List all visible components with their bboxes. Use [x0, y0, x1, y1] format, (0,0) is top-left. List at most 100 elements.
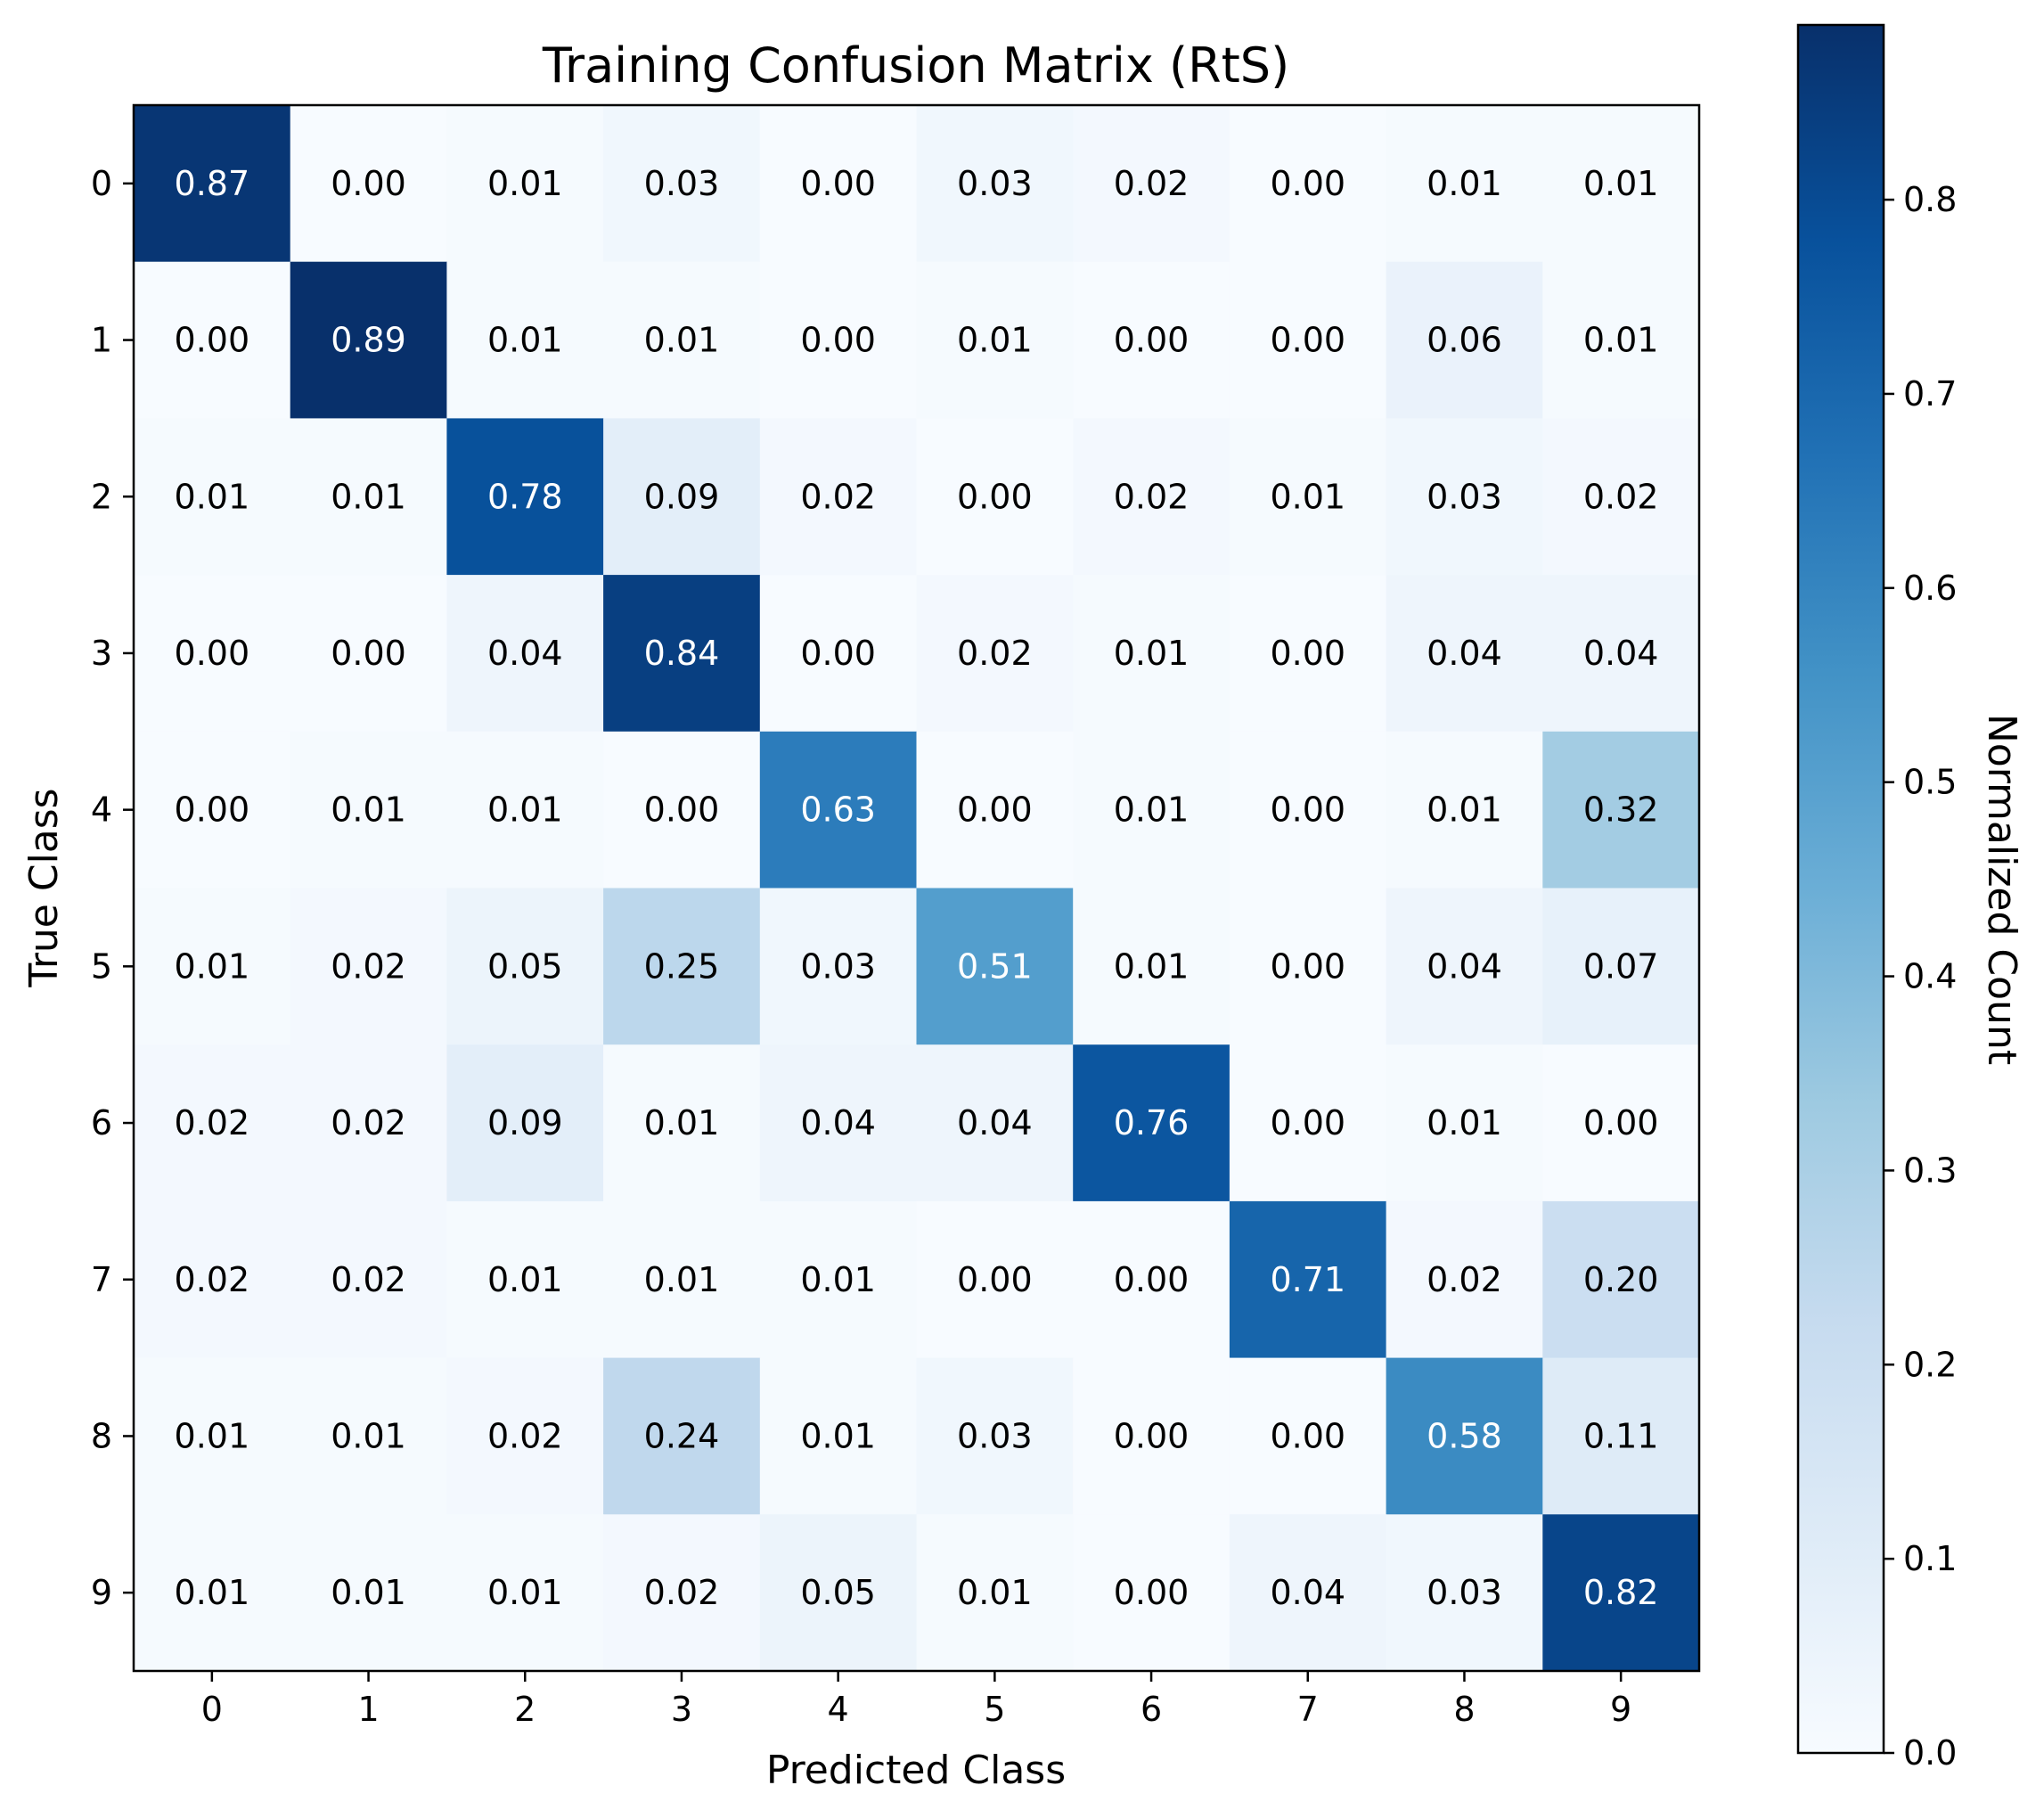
cell-value-label: 0.00 — [800, 634, 876, 673]
heatmap-cell — [1542, 1514, 1700, 1672]
cell-value-label: 0.01 — [1427, 1103, 1502, 1142]
heatmap-cell — [1386, 888, 1543, 1045]
cell-value-label: 0.01 — [1270, 477, 1345, 516]
cell-value-label: 0.00 — [957, 477, 1033, 516]
cell-value-label: 0.63 — [800, 790, 876, 830]
heatmap-cell — [916, 261, 1074, 419]
heatmap-cell — [446, 1357, 604, 1515]
cell-value-label: 0.00 — [1114, 1573, 1190, 1612]
cell-value-label: 0.05 — [487, 946, 563, 986]
y-axis-label: True Class — [21, 788, 67, 987]
cell-value-label: 0.01 — [487, 1260, 563, 1299]
cell-value-label: 0.03 — [800, 946, 876, 986]
heatmap-cell — [603, 1200, 761, 1359]
cell-value-label: 0.02 — [1583, 477, 1659, 516]
x-axis-label: Predicted Class — [766, 1748, 1066, 1793]
cell-value-label: 0.03 — [1427, 1573, 1502, 1612]
cell-value-label: 0.01 — [487, 790, 563, 830]
heatmap-cell — [290, 1044, 447, 1202]
x-tick-label: 2 — [514, 1690, 536, 1729]
y-tick-label: 0 — [91, 164, 112, 203]
cell-value-label: 0.00 — [957, 1260, 1033, 1299]
cell-value-label: 0.51 — [957, 946, 1033, 986]
cell-value-label: 0.01 — [331, 1416, 406, 1455]
heatmap-cell — [1073, 261, 1230, 419]
heatmap-cell — [446, 261, 604, 419]
cell-value-label: 0.00 — [1270, 164, 1345, 203]
heatmap-cell — [759, 1044, 917, 1202]
heatmap-cell — [290, 1200, 447, 1359]
colorbar-tick-label: 0.6 — [1903, 569, 1957, 608]
cell-value-label: 0.02 — [487, 1416, 563, 1455]
heatmap-cell — [603, 261, 761, 419]
cell-value-label: 0.00 — [957, 790, 1033, 830]
heatmap-cell — [916, 1200, 1074, 1359]
cell-value-label: 0.01 — [175, 946, 250, 986]
heatmap-cell — [134, 1514, 291, 1672]
cell-value-label: 0.04 — [487, 634, 563, 673]
cell-value-label: 0.00 — [1114, 321, 1190, 360]
cell-value-label: 0.00 — [175, 790, 250, 830]
colorbar-ticks: 0.0 0.1 0.2 0.3 0.4 0.5 0.6 0.7 0.8 — [1884, 180, 1957, 1773]
cell-value-label: 0.00 — [1270, 1416, 1345, 1455]
heatmap-cell — [134, 1200, 291, 1359]
heatmap-cell — [290, 1514, 447, 1672]
heatmap-cell — [1229, 731, 1387, 889]
y-axis-ticks: 0 1 2 3 4 5 6 7 8 9 — [91, 164, 134, 1612]
heatmap-cell — [446, 1514, 604, 1672]
heatmap-cell — [759, 731, 917, 889]
cell-value-label: 0.01 — [800, 1416, 876, 1455]
cell-value-label: 0.32 — [1583, 790, 1659, 830]
heatmap-cell — [603, 888, 761, 1045]
heatmap-cell — [759, 261, 917, 419]
y-tick-label: 8 — [91, 1416, 112, 1455]
colorbar-tick-label: 0.2 — [1903, 1345, 1957, 1384]
cell-value-label: 0.00 — [175, 634, 250, 673]
heatmap-cell — [134, 1357, 291, 1515]
heatmap-cell — [134, 1044, 291, 1202]
heatmap-cell — [1229, 888, 1387, 1045]
heatmap-cell — [1073, 1200, 1230, 1359]
heatmap-cell — [290, 261, 447, 419]
heatmap-cell — [759, 418, 917, 576]
cell-value-label: 0.01 — [487, 321, 563, 360]
heatmap-cell — [290, 1357, 447, 1515]
heatmap-cell — [916, 1514, 1074, 1672]
cell-value-label: 0.09 — [487, 1103, 563, 1142]
heatmap-cell — [446, 418, 604, 576]
heatmap-cell — [290, 418, 447, 576]
cell-value-label: 0.00 — [1114, 1416, 1190, 1455]
heatmap-cell — [1542, 575, 1700, 733]
cell-value-label: 0.82 — [1583, 1573, 1659, 1612]
cell-value-label: 0.01 — [644, 321, 720, 360]
heatmap-cell — [759, 888, 917, 1045]
heatmap-cell — [759, 105, 917, 263]
heatmap-cell — [446, 1044, 604, 1202]
y-tick-label: 6 — [91, 1103, 112, 1142]
cell-value-label: 0.00 — [644, 790, 720, 830]
cell-value-label: 0.02 — [331, 1260, 406, 1299]
plot-frame — [132, 103, 1701, 1673]
heatmap-cell — [1386, 105, 1543, 263]
heatmap-cell — [916, 105, 1074, 263]
x-tick-label: 7 — [1297, 1690, 1319, 1729]
cell-value-label: 0.06 — [1427, 321, 1502, 360]
cell-value-label: 0.01 — [175, 1416, 250, 1455]
heatmap-cell — [134, 731, 291, 889]
heatmap-cell — [1386, 1044, 1543, 1202]
x-tick-label: 9 — [1610, 1690, 1631, 1729]
y-tick-label: 4 — [91, 790, 112, 830]
colorbar-tick-label: 0.8 — [1903, 180, 1957, 219]
cell-value-label: 0.01 — [644, 1260, 720, 1299]
cell-value-label: 0.20 — [1583, 1260, 1659, 1299]
heatmap-cell — [916, 575, 1074, 733]
heatmap-cell — [1386, 1357, 1543, 1515]
cell-value-label: 0.11 — [1583, 1416, 1659, 1455]
colorbar-tick-label: 0.4 — [1903, 957, 1957, 996]
heatmap-cell — [1229, 261, 1387, 419]
heatmap-cell — [1073, 575, 1230, 733]
heatmap-cell — [1229, 575, 1387, 733]
cell-value-label: 0.01 — [957, 1573, 1033, 1612]
heatmap-cell — [290, 575, 447, 733]
cell-value-label: 0.00 — [1270, 790, 1345, 830]
